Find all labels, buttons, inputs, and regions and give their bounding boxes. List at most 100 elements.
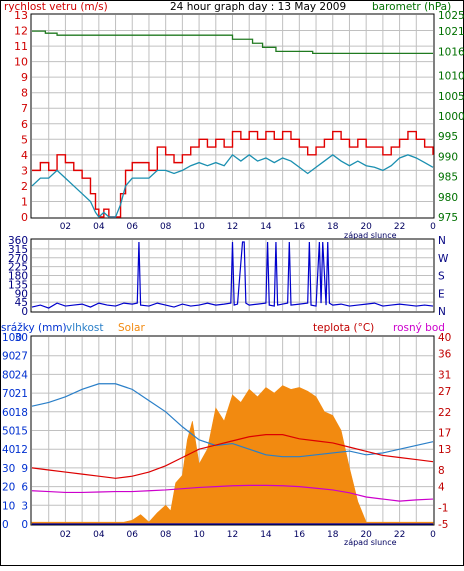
hour-label: 20 [360, 530, 372, 540]
tick-label: 20 [2, 482, 15, 494]
top-panel-border [30, 13, 435, 219]
tick-label: 4 [21, 149, 28, 162]
tick-label: 12 [14, 25, 28, 38]
tick-label: 17 [438, 428, 451, 440]
hour-label: 14 [260, 222, 272, 232]
hour-label: 22 [394, 222, 405, 232]
rain-tick-labels: 0 3 6 9 12 15 18 21 24 27 30 [15, 332, 29, 531]
tick-label: 27 [15, 351, 28, 363]
tick-label: E [438, 288, 445, 300]
tick-label: 1016 [438, 46, 464, 58]
tick-label: 315 [8, 244, 28, 256]
wind-direction-line [31, 241, 434, 309]
tick-label: 30 [2, 463, 15, 475]
tick-label: 990 [438, 151, 458, 163]
tick-label: -1 [438, 502, 448, 514]
top-hour-labels: 02 04 06 08 10 12 14 16 18 20 22 0 [60, 222, 436, 232]
temperature-tick-labels: -5 -1 4 8 13 17 22 27 31 36 40 [438, 332, 452, 531]
tick-label: 4 [438, 482, 445, 494]
hour-label: 0 [430, 530, 436, 540]
mid-panel-series [31, 241, 434, 309]
sunset-label-top: západ slunce [344, 231, 397, 240]
humidity-legend: vlhkost [66, 322, 104, 334]
tick-label: 31 [438, 369, 451, 381]
tick-label: 40 [438, 332, 451, 344]
tick-label: 135 [8, 279, 28, 291]
pressure-line [32, 30, 433, 55]
tick-label: S [438, 271, 445, 283]
hour-label: 10 [193, 222, 205, 232]
tick-label: 9 [21, 71, 28, 84]
tick-label: 10 [14, 56, 28, 69]
tick-label: 15 [15, 426, 28, 438]
tick-label: 1005 [438, 91, 464, 103]
tick-label: 0 [21, 306, 28, 318]
tick-label: 11 [14, 40, 28, 53]
tick-label: 27 [438, 386, 451, 398]
tick-label: 70 [2, 388, 15, 400]
tick-label: 8 [21, 87, 28, 100]
dewpoint-line [31, 484, 434, 502]
tick-label: 360 [8, 235, 28, 247]
tick-label: N [438, 306, 446, 318]
tick-label: 6 [21, 118, 28, 131]
tick-label: 1025 [438, 10, 464, 22]
sunset-label-bottom: západ slunce [344, 538, 397, 547]
hour-label: 18 [327, 222, 339, 232]
tick-label: 0 [2, 519, 9, 531]
tick-label: 3 [21, 164, 28, 177]
hour-label: 08 [160, 222, 172, 232]
hour-label: 20 [360, 222, 372, 232]
tick-label: 7 [21, 102, 28, 115]
solar-area [31, 385, 434, 525]
tick-label: 60 [2, 407, 15, 419]
hour-label: 02 [60, 530, 71, 540]
tick-label: 180 [8, 271, 28, 283]
tick-label: 24 [15, 369, 29, 381]
tick-label: 2 [21, 180, 28, 193]
tick-label: 90 [2, 351, 15, 363]
tick-label: 40 [2, 444, 15, 456]
tick-label: 995 [438, 131, 458, 143]
tick-label: N [438, 235, 446, 247]
temperature-line [31, 434, 434, 479]
tick-label: 980 [438, 192, 458, 204]
hour-label: 02 [60, 222, 71, 232]
top-panel-grid [32, 15, 433, 217]
tick-label: 985 [438, 172, 458, 184]
hour-label: 22 [394, 530, 405, 540]
rain-axis-title: srážky (mm) [1, 322, 67, 334]
wind-gust-line [31, 153, 434, 218]
dewpoint-legend: rosný bod [393, 322, 445, 334]
tick-label: 13 [438, 444, 451, 456]
tick-label: 0 [21, 519, 28, 531]
tick-label: 22 [438, 407, 451, 419]
hour-label: 04 [93, 222, 105, 232]
hour-label: 10 [193, 530, 205, 540]
wind-axis-title: rychlost vetru (m/s) [4, 1, 108, 13]
tick-label: 50 [2, 426, 15, 438]
solar-legend: Solar [118, 322, 145, 334]
tick-label: 13 [14, 9, 28, 22]
hour-label: 06 [127, 222, 139, 232]
tick-label: 21 [15, 388, 28, 400]
tick-label: 9 [21, 463, 28, 475]
hour-label: 18 [327, 530, 339, 540]
tick-label: 100 [2, 332, 22, 344]
tick-label: 12 [15, 444, 28, 456]
pressure-tick-labels: 975 980 985 990 995 1000 1005 1010 1016 1021 1025 [438, 10, 464, 224]
tick-label: 36 [438, 349, 452, 361]
tick-label: 80 [2, 369, 15, 381]
tick-label: 975 [438, 212, 458, 224]
tick-label: 1 [21, 195, 28, 208]
hour-label: 08 [160, 530, 172, 540]
tick-label: 6 [21, 482, 28, 494]
wind-speed-line [32, 130, 434, 218]
hour-label: 0 [430, 222, 436, 232]
humidity-tick-labels: 0 10 20 30 40 50 60 70 80 90 100 [2, 332, 22, 531]
tick-label: W [438, 253, 449, 265]
